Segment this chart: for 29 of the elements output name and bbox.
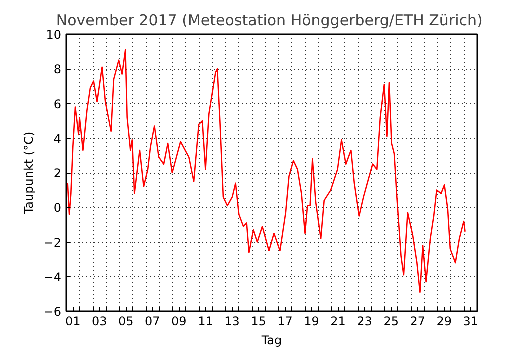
y-tick-label: 0 [54,201,62,216]
y-tick-label: −6 [44,305,62,319]
y-axis-title: Taupunkt (°C) [22,132,36,216]
x-tick-label: 07 [145,314,160,328]
y-tick-label: 8 [54,62,62,77]
y-tick-label: 4 [54,132,62,146]
x-tick-label: 23 [357,314,372,328]
x-tick-label: 27 [410,314,426,328]
y-tick-label: −4 [44,270,62,284]
x-tick-label: 21 [330,314,346,328]
x-tick-label: 29 [436,314,452,328]
x-tick-label: 19 [304,314,320,328]
line-series [67,49,466,294]
x-tick-label: 05 [118,314,134,328]
x-tick-label: 09 [172,314,187,328]
x-axis-title: Tag [260,334,282,348]
x-tick-label: 31 [463,314,479,328]
x-tick-label: 17 [278,314,293,328]
x-tick-label: 01 [65,314,81,328]
y-tick-label: 6 [54,97,62,112]
x-tick-label: 11 [198,314,214,328]
x-tick-label: 15 [251,314,266,328]
x-tick-label: 25 [384,314,399,328]
chart-title: November 2017 (Meteostation Hönggerberg/ETH Zürich) [56,12,483,30]
x-tick-label: 03 [92,314,108,328]
y-tick-label: 2 [54,166,62,180]
y-tick-label: −2 [44,236,62,250]
x-tick-label: 13 [224,314,240,328]
y-tick-label: 10 [46,28,62,42]
